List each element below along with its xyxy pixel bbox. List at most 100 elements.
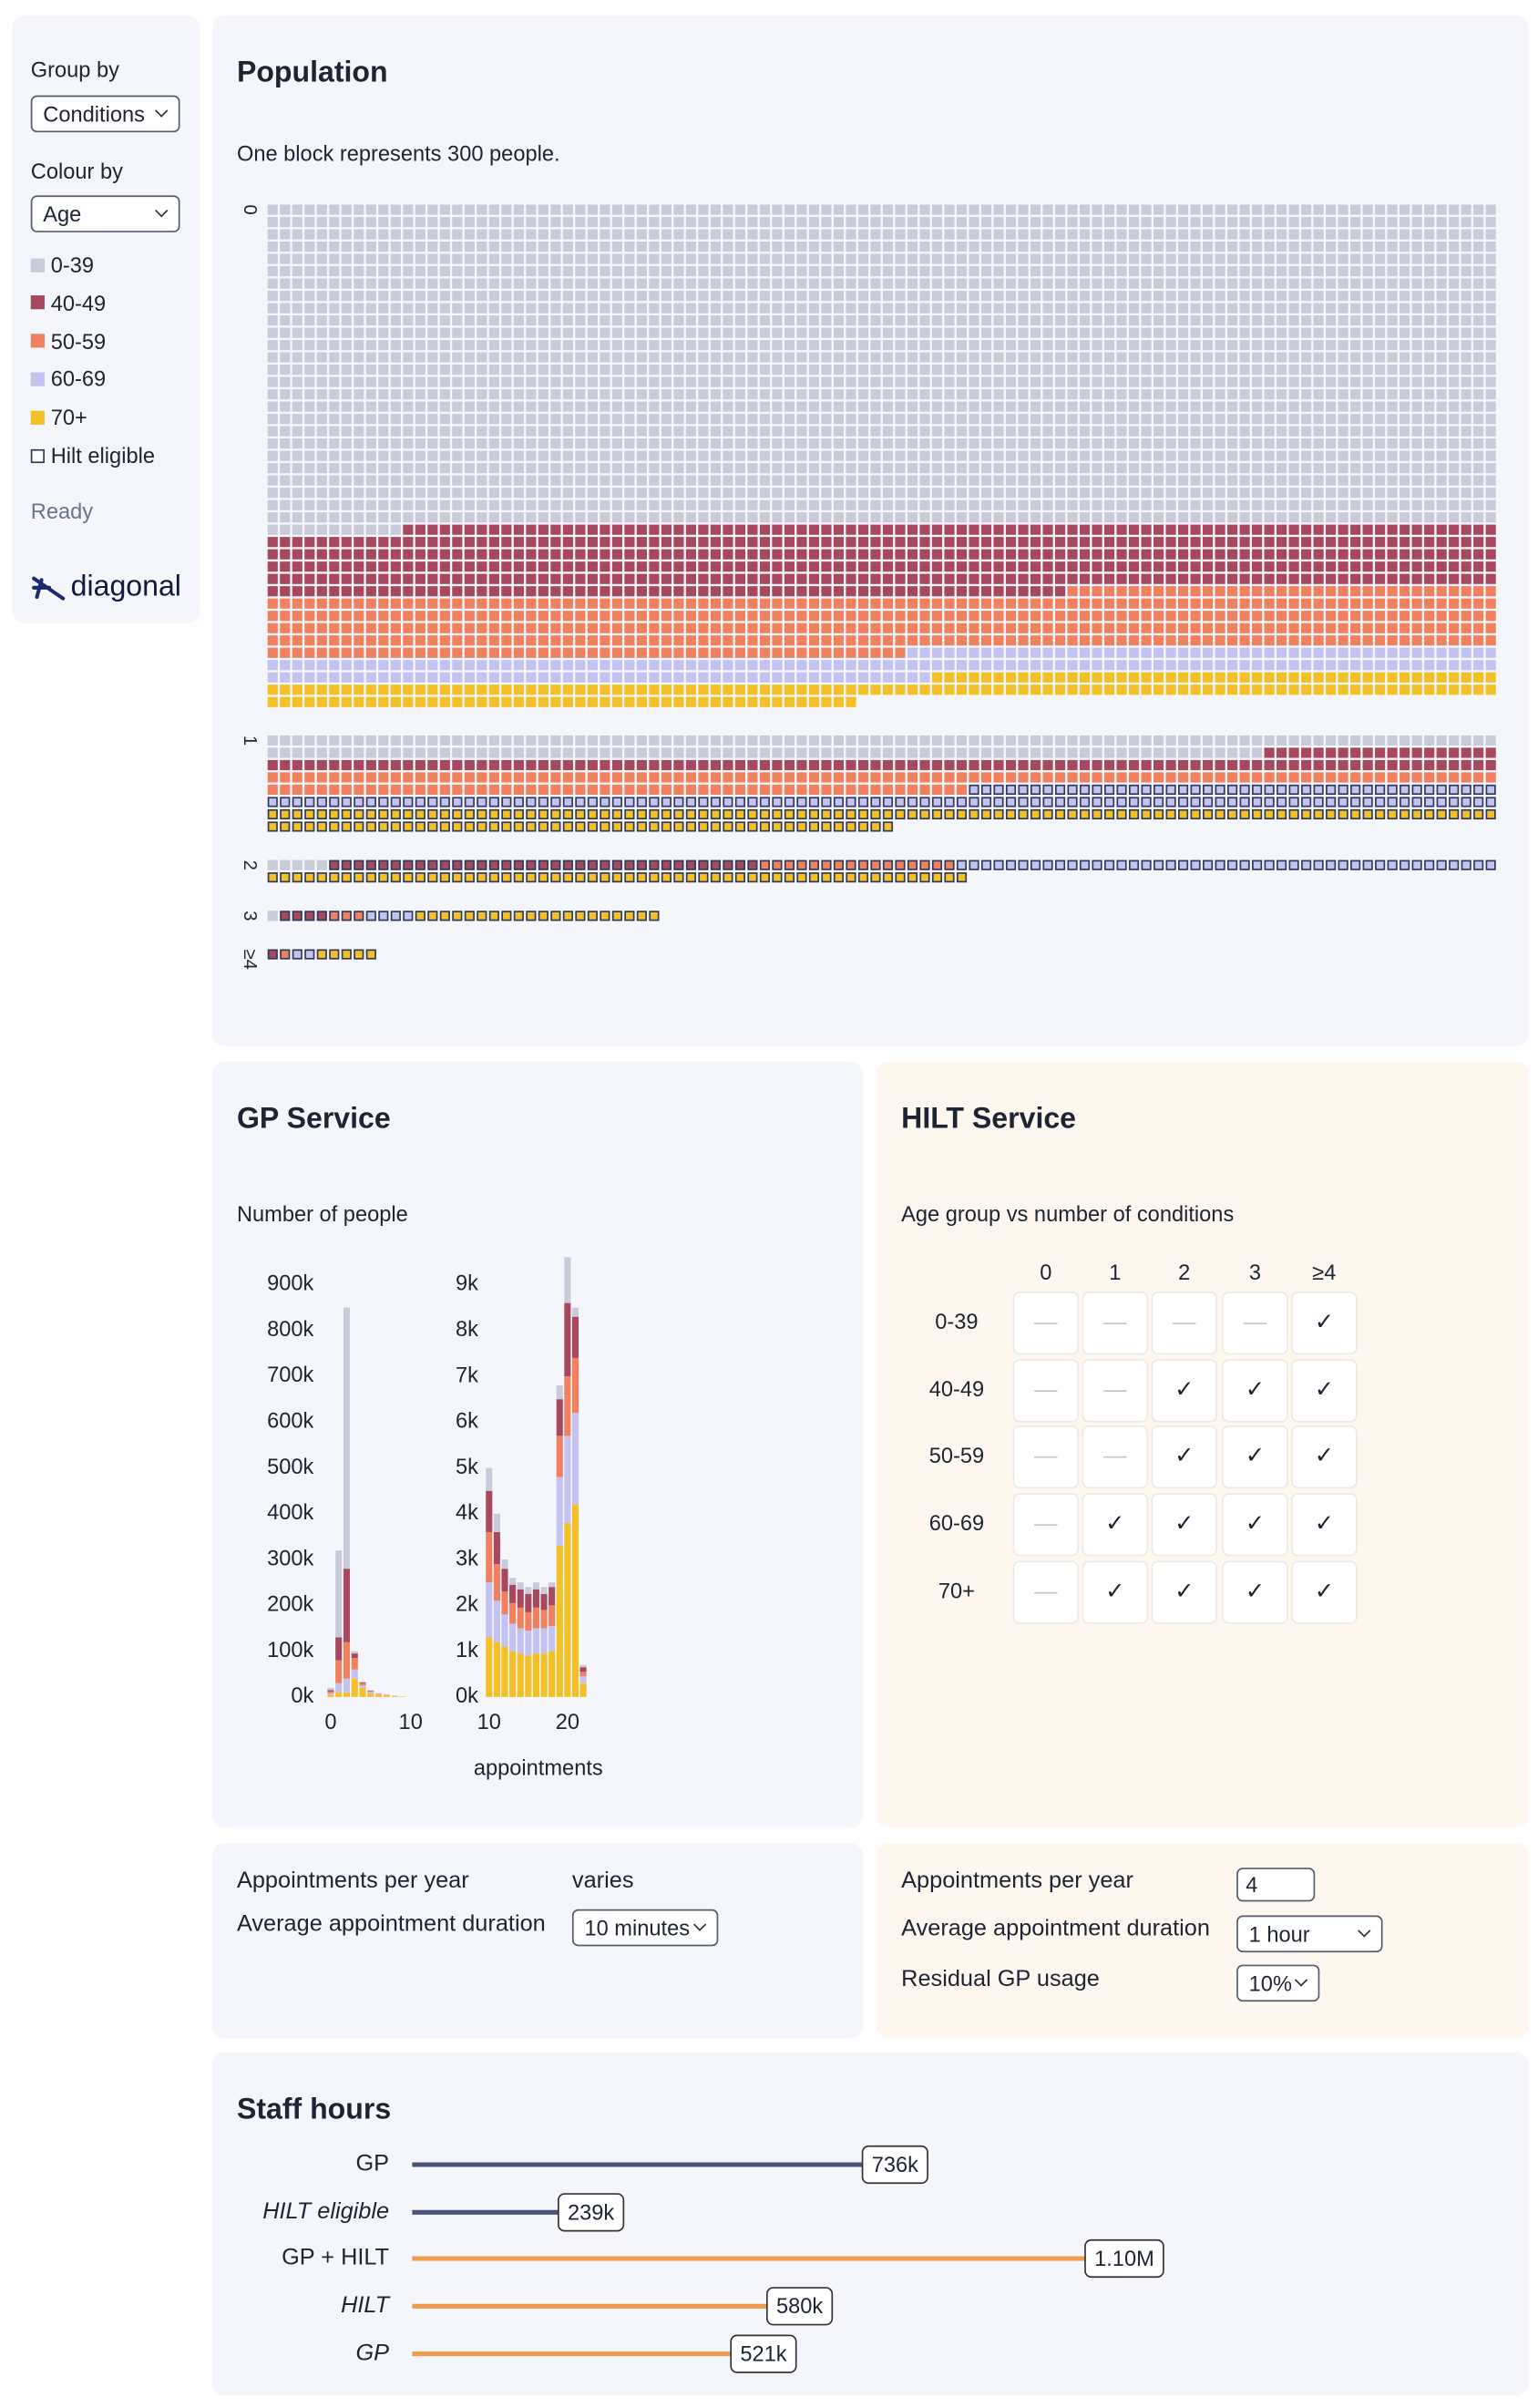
waffle-block [477,242,487,252]
waffle-block [649,475,660,486]
waffle-block [611,389,622,400]
waffle-block [895,488,906,499]
waffle-block [1436,303,1447,314]
waffle-block [710,598,721,609]
waffle-block [1400,537,1410,548]
waffle-block [280,291,291,302]
waffle-block [833,278,845,289]
waffle-block [1252,635,1263,646]
waffle-block [993,747,1004,758]
waffle-block [907,759,918,771]
waffle-block [649,598,660,609]
waffle-block [1277,253,1287,264]
waffle-block [1338,561,1348,572]
waffle-block [587,340,598,351]
waffle-block [1411,672,1422,683]
waffle-block [698,524,709,535]
waffle-block [882,611,894,622]
waffle-block [280,365,291,376]
waffle-block [1424,475,1435,486]
waffle-block [1449,524,1460,535]
waffle-block [513,684,524,695]
waffle-block [796,389,807,400]
waffle-block [501,450,512,461]
waffle-block [907,647,918,658]
waffle-block [649,672,660,683]
waffle-block [329,524,340,535]
waffle-block [1018,204,1029,215]
waffle-block [526,859,537,870]
waffle-block [501,229,512,240]
waffle-block [870,229,881,240]
waffle-block [415,872,426,883]
waffle-block [1375,512,1386,523]
waffle-block [1018,475,1029,486]
waffle-block [1301,217,1312,228]
waffle-block [550,278,561,289]
waffle-block [550,672,561,683]
waffle-block [907,586,918,597]
waffle-block [980,204,992,215]
waffle-block [403,573,414,584]
waffle-block [882,217,894,228]
waffle-block [1239,340,1250,351]
waffle-block [439,414,450,425]
waffle-block [685,253,696,264]
waffle-block [1116,278,1127,289]
waffle-block [1375,537,1386,548]
waffle-block [1092,365,1102,376]
waffle-block [993,340,1004,351]
waffle-block [870,376,881,387]
waffle-block [846,438,856,449]
waffle-block [759,759,771,771]
waffle-block [723,660,733,671]
waffle-block [378,684,389,695]
waffle-block [1387,463,1398,474]
waffle-block [759,229,771,240]
waffle-block [538,204,549,215]
waffle-block [956,537,968,548]
waffle-block [488,647,499,658]
waffle-block [354,401,364,412]
waffle-block [526,735,537,746]
waffle-block [931,561,943,572]
waffle-block [734,499,746,510]
waffle-block [304,401,315,412]
waffle-block [1005,463,1017,474]
colour-by-select[interactable]: Age [30,195,180,232]
waffle-block [784,365,795,376]
waffle-block [833,315,845,326]
waffle-block [969,376,979,387]
waffle-block [747,684,758,695]
waffle-block [427,204,438,215]
waffle-block [1042,291,1053,302]
waffle-block [1252,797,1263,808]
waffle-block [501,376,512,387]
waffle-block [354,488,364,499]
waffle-block [1165,549,1176,560]
waffle-block [378,204,389,215]
waffle-block [846,303,856,314]
waffle-block [354,635,364,646]
group-by-select[interactable]: Conditions [30,95,180,133]
waffle-block [316,376,327,387]
waffle-block [624,389,635,400]
waffle-block [1178,647,1189,658]
waffle-block [1288,291,1299,302]
waffle-block [464,797,475,808]
waffle-block [734,450,746,461]
waffle-block [341,438,352,449]
waffle-block [575,488,586,499]
waffle-block [772,340,783,351]
waffle-block [1092,660,1102,671]
waffle-block [969,672,979,683]
waffle-block [895,229,906,240]
waffle-block [772,808,783,820]
waffle-block [784,401,795,412]
waffle-block [723,315,733,326]
waffle-block [501,586,512,597]
waffle-block [1042,266,1053,277]
waffle-block [772,797,783,808]
waffle-block [1313,747,1324,758]
waffle-block [1018,438,1029,449]
